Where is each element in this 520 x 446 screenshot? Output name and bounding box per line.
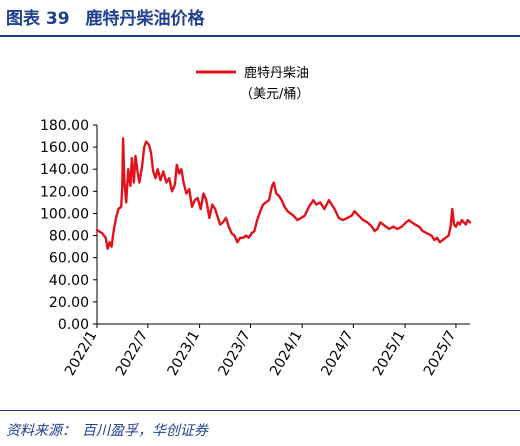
x-tick-label: 2024/1 [267, 328, 305, 379]
legend-series-name: 鹿特丹柴油 [244, 65, 309, 81]
y-tick-label: 80.00 [49, 229, 89, 245]
figure-label: 图表 39 [6, 9, 70, 29]
x-tick-label: 2025/7 [421, 328, 459, 379]
legend-unit: （美元/桶） [240, 87, 309, 102]
chart-legend: 鹿特丹柴油 （美元/桶） [196, 65, 309, 102]
source-note: 资料来源： 百川盈孚，华创证券 [6, 420, 214, 440]
y-tick-label: 0.00 [58, 317, 89, 333]
plot-area [95, 137, 472, 250]
x-tick-label: 2024/7 [318, 328, 356, 379]
y-tick-label: 140.00 [40, 162, 89, 178]
figure-title: 图表 39 鹿特丹柴油价格 [6, 4, 215, 29]
x-tick-label: 2022/1 [62, 328, 100, 379]
line-chart: 鹿特丹柴油 （美元/桶） 0.00 20.00 40.00 60.00 80.00 100… [40, 65, 472, 379]
footer-divider [0, 410, 520, 411]
source-text: 百川盈孚，华创证券 [82, 423, 208, 439]
y-tick-label: 60.00 [49, 251, 89, 267]
y-tick-label: 20.00 [49, 295, 89, 311]
x-tick-label: 2023/1 [165, 328, 203, 379]
source-label: 资料来源： [6, 423, 76, 439]
x-tick-label: 2022/7 [113, 328, 151, 379]
x-tick-label: 2023/7 [215, 328, 253, 379]
figure-title-text: 鹿特丹柴油价格 [85, 9, 205, 29]
title-divider [0, 35, 520, 37]
y-tick-label: 40.00 [49, 273, 89, 289]
y-tick-label: 100.00 [40, 206, 89, 222]
y-tick-label: 160.00 [40, 140, 89, 156]
x-tick-label: 2025/1 [370, 328, 408, 379]
chart-axes: 0.00 20.00 40.00 60.00 80.00 100.00 120.00 140.… [40, 118, 470, 379]
y-tick-label: 120.00 [40, 184, 89, 200]
y-tick-label: 180.00 [40, 118, 89, 134]
series-line [95, 137, 472, 250]
